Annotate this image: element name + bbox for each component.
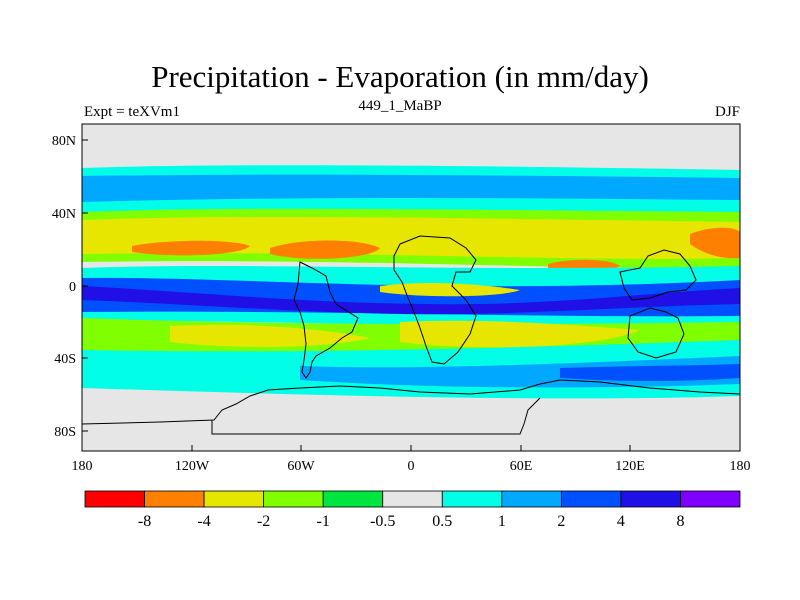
north-yellow-band: [82, 216, 740, 259]
lat-tick-40s: 40S: [54, 352, 76, 367]
subtitle-label: 449_1_MaBP: [358, 98, 442, 114]
colorbar-box-5: [382, 490, 443, 508]
colorbar-label-6: 1: [498, 513, 506, 530]
south-yellow-band-2: [400, 320, 640, 348]
longitude-axis: 180 120W 60W 0 60E 120E 180: [72, 445, 751, 474]
latitude-axis: 80N 40N 0 40S 80S: [52, 134, 88, 440]
asia-coast: [619, 249, 697, 301]
south-yellow-band: [170, 324, 370, 347]
season-label: DJF: [714, 104, 740, 120]
australia-coast: [627, 307, 685, 359]
colorbar-box-3: [263, 490, 324, 508]
africa-coast: [393, 235, 477, 365]
colorbar-box-7: [501, 490, 562, 508]
north-orange-cell-4: [690, 227, 740, 259]
lon-tick-120w: 120W: [175, 459, 210, 474]
north-orange-cell-2: [270, 240, 380, 259]
lon-tick-60e: 60E: [510, 459, 533, 474]
south-deepblue-band: [560, 364, 740, 381]
colorbar-label-2: -2: [257, 513, 270, 530]
colorbar-box-9: [620, 490, 681, 508]
lon-tick-60w: 60W: [287, 459, 315, 474]
lon-tick-180e: 180: [730, 459, 751, 474]
colorbar-label-7: 2: [557, 513, 565, 530]
colorbar-box-4: [322, 490, 384, 508]
north-orange-cell-1: [132, 240, 250, 256]
colorbar-label-3: -1: [317, 513, 330, 530]
colorbar-box-0: [84, 490, 145, 508]
colorbar-label-5: 0.5: [432, 513, 452, 530]
lon-tick-0: 0: [408, 459, 415, 474]
colorbar-box-10: [680, 490, 741, 508]
lon-tick-120e: 120E: [615, 459, 645, 474]
colorbar-box-2: [203, 490, 265, 508]
tropic-yellow-cell: [380, 283, 520, 297]
colorbar-box-6: [441, 490, 503, 508]
map-title: Precipitation - Evaporation (in mm/day): [151, 59, 649, 94]
north-blue-band: [82, 174, 740, 202]
lat-tick-0: 0: [69, 280, 76, 295]
lon-tick-180w: 180: [72, 459, 93, 474]
field-layer: [82, 124, 740, 451]
south-america-coast: [293, 261, 359, 379]
colorbar-label-8: 4: [617, 513, 625, 530]
colorbar-label-4: -0.5: [370, 513, 395, 530]
experiment-label: Expt = teXVm1: [84, 104, 180, 120]
colorbar-label-1: -4: [197, 513, 210, 530]
colorbar: -8 -4 -2 -1 -0.5 0.5 1 2 4 8: [84, 490, 741, 530]
lat-tick-80s: 80S: [54, 425, 76, 440]
colorbar-label-9: 8: [676, 513, 684, 530]
itcz-violet-band: [82, 286, 740, 315]
colorbar-label-0: -8: [138, 513, 151, 530]
antarctica-coast: [82, 379, 740, 435]
colorbar-box-1: [144, 490, 205, 508]
lat-tick-40n: 40N: [52, 207, 76, 222]
colorbar-box-8: [560, 490, 622, 508]
lat-tick-80n: 80N: [52, 134, 76, 149]
